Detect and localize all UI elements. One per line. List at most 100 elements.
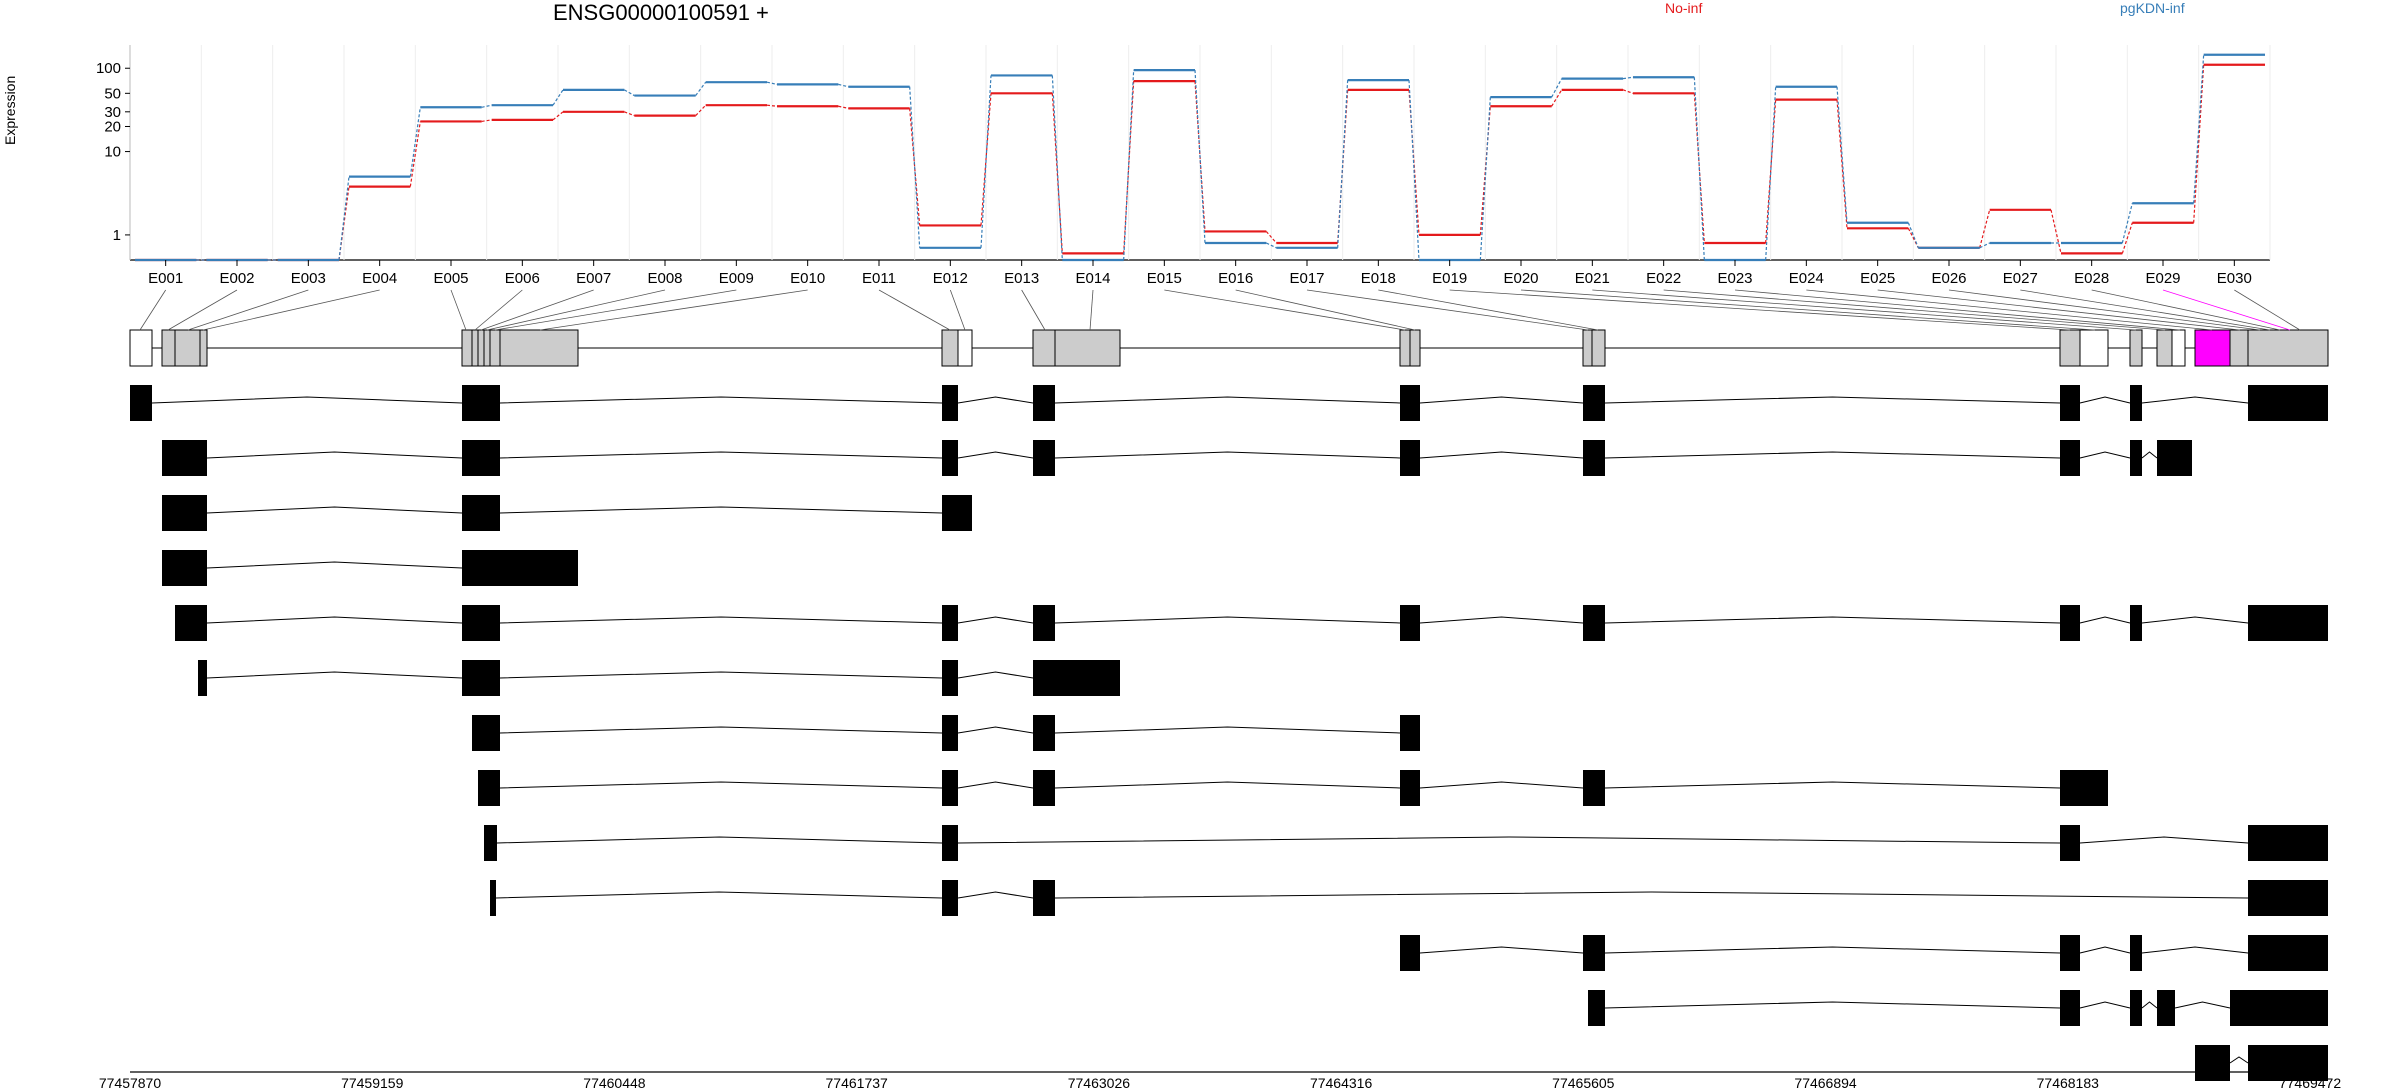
category-label-E014: E014	[1075, 270, 1110, 287]
gene-exon-block	[2247, 329, 2329, 367]
gene-exon-block	[1409, 329, 1421, 367]
genomic-tick-label: 77460448	[583, 1075, 646, 1090]
exon-connector-E011	[878, 289, 951, 331]
transcript-intron	[1604, 1001, 2061, 1009]
category-label-E029: E029	[2145, 270, 2180, 287]
transcript-intron	[499, 506, 943, 514]
exon-connector-E022	[1663, 289, 2166, 331]
gene-exon-block	[483, 329, 491, 367]
series-1-connector	[1123, 70, 1135, 261]
transcript-intron	[499, 671, 943, 679]
exon-connector-E004	[202, 289, 380, 331]
transcript-exon	[942, 825, 958, 861]
transcript-exon	[2130, 440, 2142, 476]
transcript-exon	[2248, 605, 2328, 641]
category-label-E004: E004	[362, 270, 397, 287]
chart-title: ENSG00000100591 +	[553, 0, 769, 25]
exon-connector-E030	[2234, 289, 2301, 331]
transcript-intron	[2141, 946, 2249, 954]
series-0-connector	[624, 111, 635, 117]
transcript-exon	[478, 770, 500, 806]
series-0-connector	[2050, 209, 2062, 254]
gene-exon-block	[2079, 329, 2109, 367]
y-tick-label: 30	[104, 104, 121, 121]
gene-exon-block	[2194, 329, 2231, 367]
transcript-intron	[1054, 451, 1401, 459]
exon-connector-E007	[480, 289, 594, 331]
transcript-exon	[2060, 385, 2080, 421]
transcript-intron	[151, 396, 463, 404]
category-label-E021: E021	[1575, 270, 1610, 287]
transcript-exon	[462, 605, 500, 641]
transcript-exon	[2060, 935, 2080, 971]
category-label-E010: E010	[790, 270, 825, 287]
transcript-exon	[2157, 440, 2192, 476]
series-1-connector	[1551, 78, 1563, 98]
series-1-connector	[1765, 86, 1777, 261]
transcript-exon	[942, 770, 958, 806]
category-label-E017: E017	[1289, 270, 1324, 287]
transcript-intron	[206, 561, 463, 569]
series-1-connector	[1194, 70, 1206, 244]
transcript-intron	[957, 781, 1034, 789]
category-label-E023: E023	[1717, 270, 1752, 287]
transcript-exon	[1583, 385, 1605, 421]
genomic-tick-label: 77465605	[1552, 1075, 1615, 1090]
category-label-E024: E024	[1789, 270, 1824, 287]
category-label-E022: E022	[1646, 270, 1681, 287]
gene-exon-block	[174, 329, 201, 367]
exon-connector-E016	[1235, 289, 1416, 331]
transcript-intron	[957, 891, 1034, 899]
transcript-intron	[957, 726, 1034, 734]
transcript-exon	[1583, 935, 1605, 971]
transcript-intron	[2141, 616, 2249, 624]
series-0-connector	[1907, 228, 1919, 249]
y-tick-label: 100	[96, 60, 121, 77]
category-label-E006: E006	[505, 270, 540, 287]
transcript-exon	[1033, 770, 1055, 806]
exon-connector-E017	[1306, 289, 1589, 331]
series-1-connector	[1693, 77, 1705, 261]
transcript-intron	[2079, 836, 2249, 844]
exon-connector-E026	[1948, 289, 2261, 331]
transcript-exon	[1400, 935, 1420, 971]
series-1-connector	[481, 104, 492, 108]
exon-connector-E028	[2091, 289, 2281, 331]
transcript-intron	[2174, 1001, 2231, 1009]
series-0-connector	[2121, 222, 2133, 254]
transcript-intron	[495, 891, 943, 899]
transcript-exon	[2248, 825, 2328, 861]
category-label-E002: E002	[219, 270, 254, 287]
exon-connector-E001	[139, 289, 167, 331]
transcript-exon	[942, 605, 958, 641]
transcript-exon	[942, 495, 972, 531]
gene-exon-block	[957, 329, 973, 367]
transcript-exon	[1033, 715, 1055, 751]
category-label-E020: E020	[1503, 270, 1538, 287]
series-0-connector	[909, 108, 921, 226]
series-1-connector	[1266, 242, 1277, 249]
exon-connector-E005	[450, 289, 467, 331]
category-label-E028: E028	[2074, 270, 2109, 287]
transcript-intron	[2141, 451, 2158, 459]
transcript-exon	[1583, 440, 1605, 476]
exon-connector-E021	[1592, 289, 2137, 331]
exon-connector-E008	[486, 289, 666, 331]
transcript-exon	[942, 880, 958, 916]
category-label-E007: E007	[576, 270, 611, 287]
exon-connector-E027	[2020, 289, 2271, 331]
transcript-intron	[2079, 1001, 2131, 1009]
transcript-exon	[1033, 880, 1055, 916]
transcript-intron	[2141, 396, 2249, 404]
transcript-exon	[1400, 385, 1420, 421]
series-1-connector	[1479, 97, 1491, 261]
series-1-connector	[1907, 222, 1919, 249]
series-0-connector	[766, 104, 778, 107]
gene-exon-block	[1032, 329, 1056, 367]
transcript-exon	[1400, 715, 1420, 751]
series-1-connector	[695, 81, 707, 96]
gene-exon-block	[477, 329, 485, 367]
transcript-exon	[130, 385, 152, 421]
transcript-exon	[484, 825, 497, 861]
